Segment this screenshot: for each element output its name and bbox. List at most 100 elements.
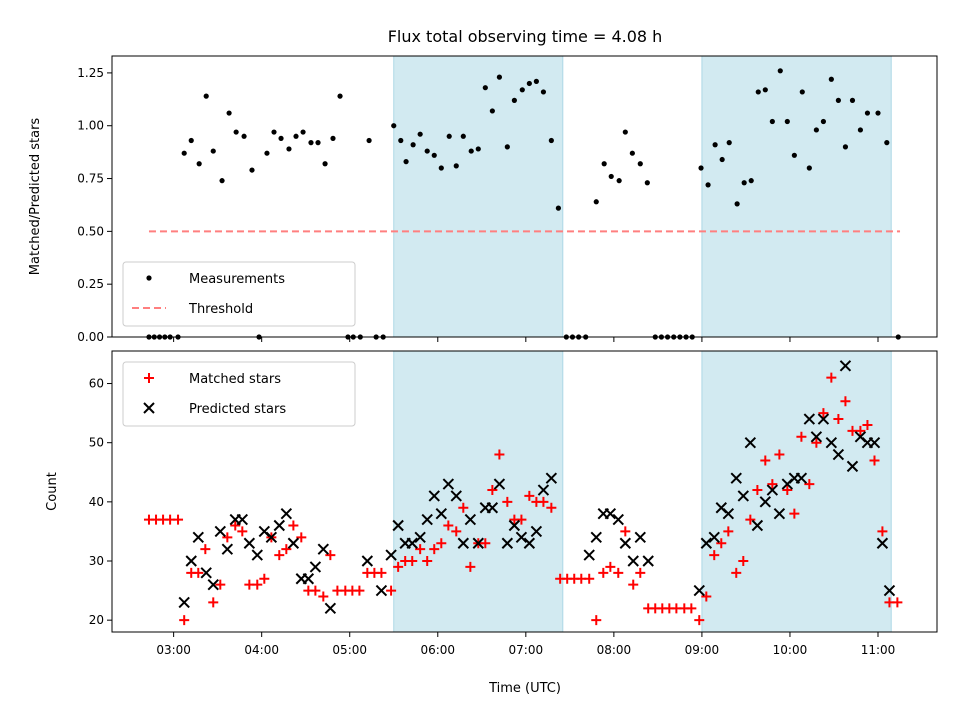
point-count-1-21 xyxy=(361,555,374,567)
point-ratio-0-50 xyxy=(504,144,510,150)
point-count-0-8 xyxy=(200,544,211,555)
point-ratio-0-12 xyxy=(226,110,232,116)
point-count-1-5 xyxy=(214,525,227,538)
point-count-1-24 xyxy=(392,519,404,532)
point-count-1-13 xyxy=(273,519,285,532)
point-ratio-0-78 xyxy=(705,182,711,188)
x-tick-label-5: 08:00 xyxy=(597,643,632,657)
point-count-1-35 xyxy=(472,537,484,549)
point-count-1-23 xyxy=(385,549,397,561)
point-ratio-0-95 xyxy=(828,76,834,82)
point-ratio-0-27 xyxy=(337,93,343,99)
point-ratio-0-96 xyxy=(835,97,841,103)
point-count-1-69 xyxy=(795,472,808,484)
point-ratio-0-66 xyxy=(622,129,628,135)
point-count-0-98 xyxy=(862,419,873,430)
point-count-1-55 xyxy=(693,584,705,597)
point-count-1-64 xyxy=(759,496,772,508)
y-tick-label-ratio-1: 0.25 xyxy=(77,277,104,291)
point-count-1-47 xyxy=(590,531,602,544)
point-count-0-11 xyxy=(222,532,233,543)
point-count-0-41 xyxy=(443,520,454,531)
point-count-1-61 xyxy=(737,490,750,502)
point-count-1-6 xyxy=(221,543,234,555)
legend-marker-count-0 xyxy=(144,373,154,383)
legend-label-count-1: Predicted stars xyxy=(189,402,286,417)
point-count-1-20 xyxy=(324,602,337,615)
point-ratio-0-69 xyxy=(644,180,650,186)
point-count-0-92 xyxy=(818,408,829,419)
point-ratio-0-17 xyxy=(264,150,270,156)
point-ratio-0-42 xyxy=(446,133,452,139)
point-count-0-65 xyxy=(620,526,631,537)
point-count-1-42 xyxy=(523,537,536,549)
point-count-1-59 xyxy=(722,507,735,520)
point-count-0-13 xyxy=(237,526,248,537)
point-count-0-4 xyxy=(173,514,184,525)
point-count-1-19 xyxy=(317,543,330,555)
point-ratio-0-37 xyxy=(410,142,416,148)
point-count-0-82 xyxy=(745,514,756,525)
point-count-0-100 xyxy=(877,526,888,537)
point-ratio-0-52 xyxy=(519,87,525,93)
point-ratio-0-63 xyxy=(601,161,607,167)
point-ratio-0-19 xyxy=(278,135,284,141)
point-ratio-0-48 xyxy=(489,108,495,114)
point-count-0-20 xyxy=(288,520,299,531)
point-count-0-43 xyxy=(458,502,469,513)
point-count-1-27 xyxy=(414,531,426,544)
point-count-0-74 xyxy=(686,603,697,614)
point-count-0-39 xyxy=(429,544,440,555)
point-count-1-56 xyxy=(700,537,713,549)
point-count-1-3 xyxy=(200,567,212,579)
point-count-1-1 xyxy=(185,555,197,567)
point-count-1-9 xyxy=(243,537,256,549)
point-count-1-62 xyxy=(744,436,757,449)
point-count-1-49 xyxy=(604,507,617,520)
point-count-1-75 xyxy=(839,360,852,372)
point-ratio-0-26 xyxy=(330,135,336,141)
point-ratio-0-7 xyxy=(188,137,194,144)
point-count-0-85 xyxy=(767,479,778,490)
point-count-0-38 xyxy=(422,556,433,567)
shaded-interval-0-1 xyxy=(701,55,892,338)
point-count-0-84 xyxy=(760,455,771,466)
y-tick-label-ratio-5: 1.25 xyxy=(77,66,104,80)
point-count-1-74 xyxy=(832,448,845,461)
point-ratio-0-62 xyxy=(593,199,599,205)
point-ratio-0-80 xyxy=(719,156,725,163)
point-ratio-0-22 xyxy=(300,129,306,135)
point-ratio-0-82 xyxy=(734,201,740,207)
point-ratio-0-92 xyxy=(806,165,812,171)
point-count-1-22 xyxy=(375,584,388,597)
panel-count: 20 30 40 50 60 03:00 04:00 05:00 06:00 07:00 08:00… xyxy=(45,350,938,657)
point-count-1-8 xyxy=(236,513,249,526)
point-count-0-79 xyxy=(723,526,734,537)
point-count-0-29 xyxy=(354,585,365,596)
point-count-0-44 xyxy=(465,561,476,572)
point-count-0-18 xyxy=(274,550,285,561)
point-count-0-47 xyxy=(487,485,498,496)
point-count-0-83 xyxy=(752,485,763,496)
point-count-1-73 xyxy=(825,436,838,449)
point-count-1-31 xyxy=(442,478,455,490)
point-count-0-7 xyxy=(193,567,204,578)
point-ratio-0-35 xyxy=(398,137,404,144)
point-count-0-89 xyxy=(796,431,807,442)
point-ratio-0-43 xyxy=(453,163,459,169)
point-count-1-18 xyxy=(309,561,322,573)
point-ratio-0-41 xyxy=(438,165,444,171)
point-ratio-0-8 xyxy=(196,161,202,167)
plot-frame-ratio xyxy=(111,55,938,338)
point-count-0-12 xyxy=(230,520,241,531)
point-ratio-0-56 xyxy=(548,137,554,144)
point-ratio-0-47 xyxy=(482,85,488,91)
point-count-1-72 xyxy=(817,413,830,425)
point-count-1-65 xyxy=(766,484,779,496)
point-ratio-0-39 xyxy=(424,148,430,154)
legend-marker-count-1 xyxy=(143,402,155,414)
point-count-1-34 xyxy=(464,513,477,526)
point-count-0-60 xyxy=(584,573,595,584)
legend-label-count-0: Matched stars xyxy=(189,372,281,387)
point-count-1-46 xyxy=(583,549,595,561)
